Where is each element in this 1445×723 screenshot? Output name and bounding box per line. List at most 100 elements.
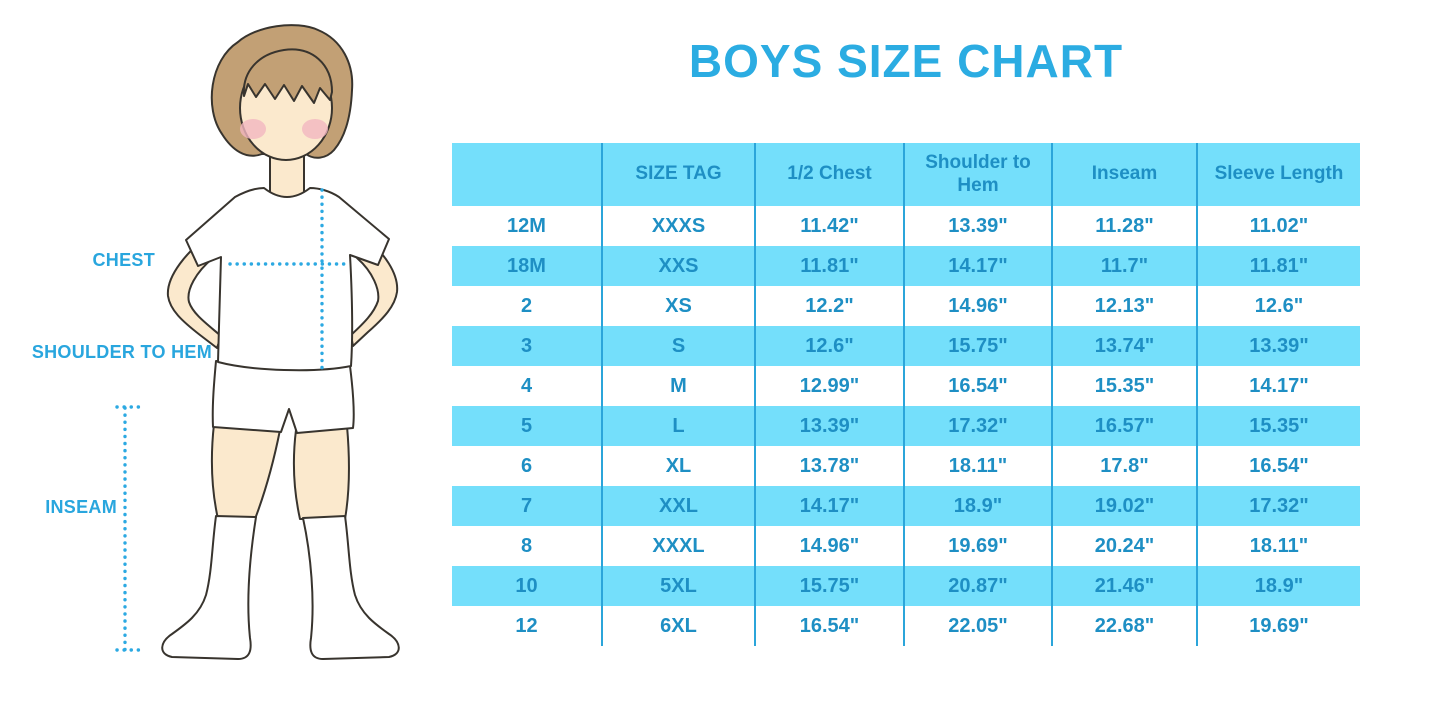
measurement-cell: 17.32" xyxy=(1196,486,1360,526)
size-cell: 12 xyxy=(515,614,538,637)
header-row: SIZE TAG 1/2 Chest Shoulder to Hem Insea… xyxy=(452,143,1360,206)
measurement-cell: XXXL xyxy=(601,526,755,566)
table-row: 4 M 12.99" 16.54" 15.35" 14.17" xyxy=(452,366,1360,406)
label-inseam: INSEAM xyxy=(45,497,117,517)
measurement-cell: 15.75" xyxy=(903,326,1052,366)
blush-right xyxy=(302,119,328,139)
measurement-cell: 15.75" xyxy=(754,566,904,606)
measurement-cell: 16.57" xyxy=(1051,406,1197,446)
size-cell: 6 xyxy=(520,454,533,477)
header-cell-half-chest: 1/2 Chest xyxy=(754,143,904,206)
measurement-cell: 16.54" xyxy=(754,606,904,646)
header-cell-empty xyxy=(452,143,602,206)
measurement-cell: 18.9" xyxy=(1196,566,1360,606)
header-cell-sleeve-length: Sleeve Length xyxy=(1196,143,1360,206)
measurement-cell: 13.74" xyxy=(1051,326,1197,366)
size-cell: 8 xyxy=(520,534,533,557)
measurement-cell: 6XL xyxy=(601,606,755,646)
size-cell: 3 xyxy=(520,334,533,357)
measurement-cell: 14.17" xyxy=(1196,366,1360,406)
measurement-cell: 17.8" xyxy=(1051,446,1197,486)
measurement-cell: XXXS xyxy=(601,206,755,246)
measurement-cell: XXL xyxy=(601,486,755,526)
table-row: 3 S 12.6" 15.75" 13.74" 13.39" xyxy=(452,326,1360,366)
measurement-cell: 15.35" xyxy=(1051,366,1197,406)
measurement-cell: 11.02" xyxy=(1196,206,1360,246)
measurement-cell: 16.54" xyxy=(903,366,1052,406)
measurement-cell: 18.9" xyxy=(903,486,1052,526)
measurement-cell: 18.11" xyxy=(903,446,1052,486)
measurement-cell: 17.32" xyxy=(903,406,1052,446)
measurement-cell: 12.99" xyxy=(754,366,904,406)
measurement-cell: 19.02" xyxy=(1051,486,1197,526)
measurement-cell: 11.81" xyxy=(754,246,904,286)
measurement-cell: 11.42" xyxy=(754,206,904,246)
table-row: 5 L 13.39" 17.32" 16.57" 15.35" xyxy=(452,406,1360,446)
page-title: BOYS SIZE CHART xyxy=(688,35,1124,87)
measurement-cell: 11.7" xyxy=(1051,246,1197,286)
measurement-cell: 14.96" xyxy=(903,286,1052,326)
measurement-cell: 13.39" xyxy=(1196,326,1360,366)
measurement-cell: 13.78" xyxy=(754,446,904,486)
size-table: SIZE TAG 1/2 Chest Shoulder to Hem Insea… xyxy=(452,143,1360,646)
table-row: 18M XXS 11.81" 14.17" 11.7" 11.81" xyxy=(452,246,1360,286)
measurement-cell: 12.2" xyxy=(754,286,904,326)
size-cell: 4 xyxy=(520,374,533,397)
sock-right xyxy=(302,515,400,660)
table-row: 10 5XL 15.75" 20.87" 21.46" 18.9" xyxy=(452,566,1360,606)
size-cell: 10 xyxy=(515,574,538,597)
table-row: 6 XL 13.78" 18.11" 17.8" 16.54" xyxy=(452,446,1360,486)
measurement-cell: XS xyxy=(601,286,755,326)
measurement-cell: 20.24" xyxy=(1051,526,1197,566)
measurement-cell: 14.96" xyxy=(754,526,904,566)
measurement-cell: XL xyxy=(601,446,755,486)
header-cell-inseam: Inseam xyxy=(1051,143,1197,206)
table-row: 8 XXXL 14.96" 19.69" 20.24" 18.11" xyxy=(452,526,1360,566)
table-row: 12M XXXS 11.42" 13.39" 11.28" 11.02" xyxy=(452,206,1360,246)
size-table-body: 12M XXXS 11.42" 13.39" 11.28" 11.02" 18M XXS 11.… xyxy=(452,206,1360,646)
measurement-cell: 19.69" xyxy=(1196,606,1360,646)
measurement-cell: 18.11" xyxy=(1196,526,1360,566)
measurement-cell: 14.17" xyxy=(903,246,1052,286)
measurement-cell: 13.39" xyxy=(754,406,904,446)
measurement-cell: 15.35" xyxy=(1196,406,1360,446)
measurement-cell: 12.13" xyxy=(1051,286,1197,326)
size-cell: 7 xyxy=(520,494,533,517)
header-cell-shoulder-to-hem: Shoulder to Hem xyxy=(903,143,1052,206)
leg-right xyxy=(292,425,351,520)
table-row: 7 XXL 14.17" 18.9" 19.02" 17.32" xyxy=(452,486,1360,526)
measurement-cell: 16.54" xyxy=(1196,446,1360,486)
hair-fringe xyxy=(242,48,333,104)
size-table-header: SIZE TAG 1/2 Chest Shoulder to Hem Insea… xyxy=(452,143,1360,206)
label-chest: CHEST xyxy=(92,250,155,270)
size-cell: 2 xyxy=(520,294,533,317)
shorts xyxy=(211,360,355,434)
table-row: 12 6XL 16.54" 22.05" 22.68" 19.69" xyxy=(452,606,1360,646)
measurement-cell: XXS xyxy=(601,246,755,286)
measurement-cell: 21.46" xyxy=(1051,566,1197,606)
size-cell: 18M xyxy=(507,254,546,277)
measurement-cell: 14.17" xyxy=(754,486,904,526)
measurement-cell: 19.69" xyxy=(903,526,1052,566)
size-cell: 12M xyxy=(507,214,546,237)
leg-left xyxy=(210,423,281,520)
measurement-cell: 13.39" xyxy=(903,206,1052,246)
measurement-cell: 20.87" xyxy=(903,566,1052,606)
measurement-cell: 22.68" xyxy=(1051,606,1197,646)
t-shirt xyxy=(185,187,390,372)
measurement-cell: 11.81" xyxy=(1196,246,1360,286)
measurement-cell: M xyxy=(601,366,755,406)
measurement-cell: 11.28" xyxy=(1051,206,1197,246)
boy-illustration xyxy=(115,24,400,660)
measurement-cell: S xyxy=(601,326,755,366)
sock-left xyxy=(161,515,257,660)
blush-left xyxy=(240,119,266,139)
measurement-cell: 12.6" xyxy=(754,326,904,366)
table-row: 2 XS 12.2" 14.96" 12.13" 12.6" xyxy=(452,286,1360,326)
size-cell: 5 xyxy=(520,414,533,437)
measurement-cell: L xyxy=(601,406,755,446)
measurement-cell: 5XL xyxy=(601,566,755,606)
measurement-cell: 12.6" xyxy=(1196,286,1360,326)
label-shoulder-to-hem: SHOULDER TO HEM xyxy=(31,342,212,362)
